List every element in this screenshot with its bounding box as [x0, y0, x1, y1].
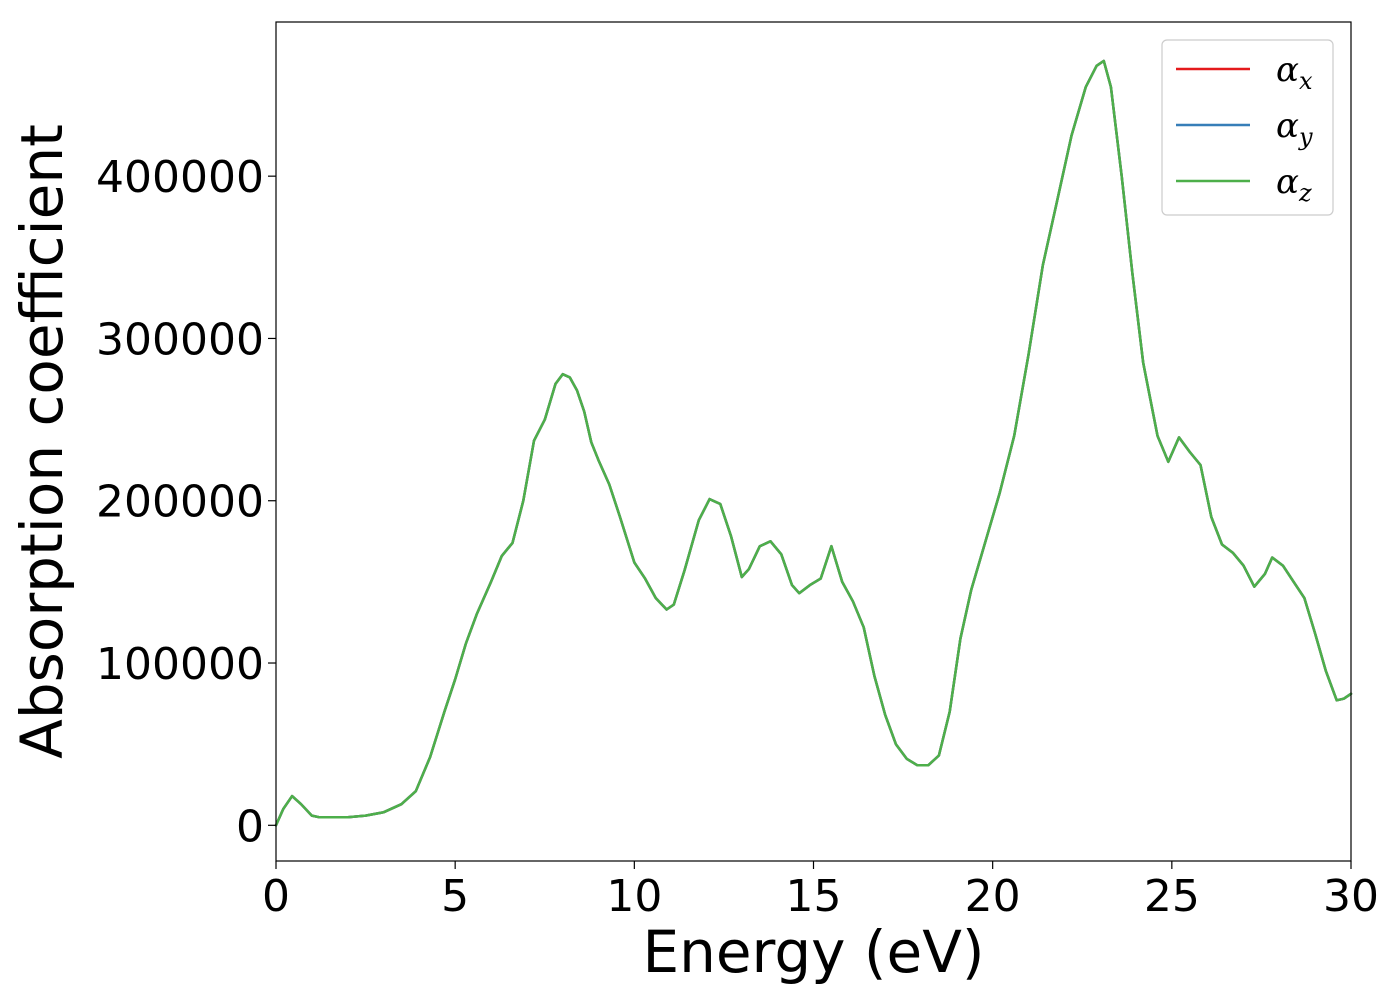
y-tick-label: 100000 [96, 639, 264, 690]
y-tick-label: 200000 [96, 477, 264, 528]
x-tick-label: 30 [1323, 871, 1379, 922]
y-tick-label: 400000 [96, 152, 264, 203]
x-tick-label: 0 [262, 871, 290, 922]
legend-box [1161, 39, 1334, 216]
y-axis-ticks: 0 100000 200000 300000 400000 [96, 152, 276, 852]
y-tick-label: 0 [236, 801, 264, 852]
x-tick-label: 25 [1144, 871, 1200, 922]
y-axis-label: Absorption coefficient [8, 124, 76, 759]
x-tick-label: 5 [441, 871, 469, 922]
x-axis-label: Energy (eV) [642, 918, 984, 986]
y-tick-label: 300000 [96, 314, 264, 365]
legend-label-x: αx [1276, 50, 1313, 95]
x-axis-ticks: 0 5 10 15 20 25 30 [262, 861, 1379, 922]
legend: αx αy αz [1161, 39, 1334, 216]
x-tick-label: 15 [786, 871, 842, 922]
series-line-z [274, 59, 1353, 827]
series-layer [274, 59, 1353, 827]
x-tick-label: 10 [606, 871, 662, 922]
legend-label-z: αz [1276, 162, 1312, 207]
legend-label-y: αy [1276, 106, 1313, 151]
x-tick-label: 20 [965, 871, 1021, 922]
